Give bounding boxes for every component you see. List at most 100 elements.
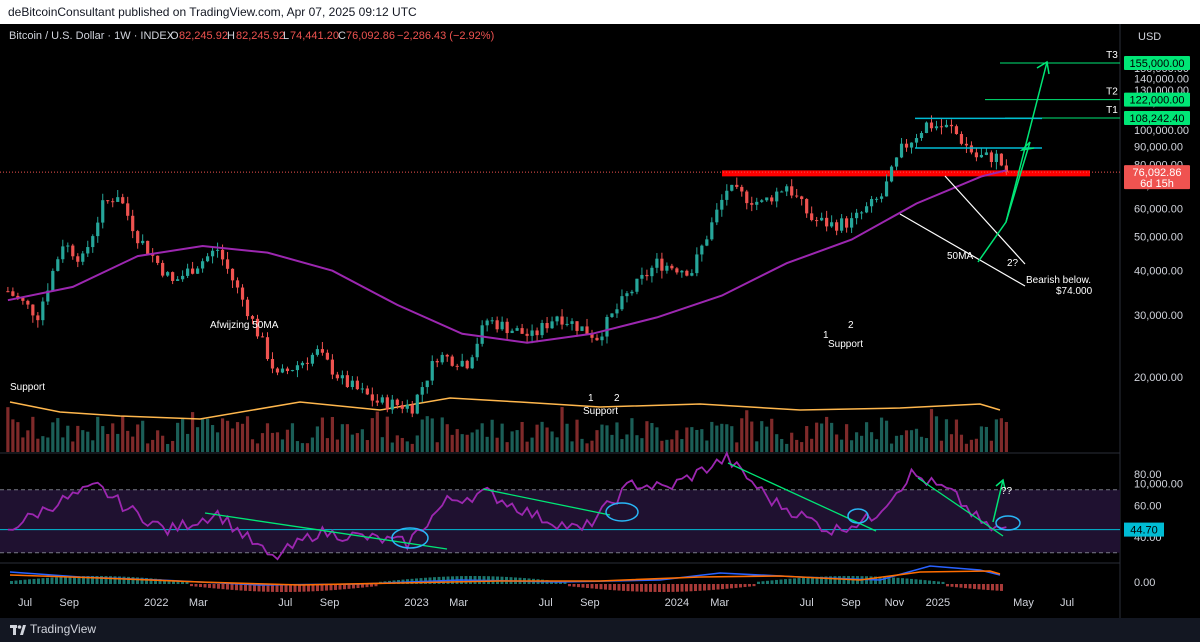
macd-layer xyxy=(9,565,1003,592)
chart-svg[interactable]: Bitcoin / U.S. Dollar · 1W · INDEX O 82,… xyxy=(0,24,1200,618)
volume-bar xyxy=(994,419,998,452)
candle-body xyxy=(191,268,195,274)
macd-histogram-bar xyxy=(320,584,324,591)
volume-bar xyxy=(859,435,864,452)
macd-histogram-bar xyxy=(253,584,256,592)
volume-bar xyxy=(894,435,899,452)
candle-body xyxy=(550,321,554,329)
rsi-circle-marker xyxy=(847,508,869,524)
volume-bar xyxy=(904,430,909,452)
volume-bar xyxy=(695,429,699,452)
volume-bar xyxy=(250,439,255,452)
time-tick-label: Mar xyxy=(449,597,468,609)
volume-bar xyxy=(485,436,489,452)
candle-body xyxy=(260,336,265,338)
candle-body xyxy=(455,365,459,367)
macd-histogram-bar xyxy=(46,577,49,584)
macd-histogram-bar xyxy=(32,578,36,584)
volume-bar xyxy=(914,428,919,452)
rsi-value-text: 44.70 xyxy=(1130,525,1158,537)
candle-body xyxy=(285,368,290,372)
macd-histogram-bar xyxy=(136,577,139,584)
macd-histogram-bar xyxy=(14,580,18,584)
tradingview-logo-icon xyxy=(10,625,26,635)
time-tick-label: 2023 xyxy=(404,597,428,609)
legend-close-label: C xyxy=(338,30,346,42)
macd-histogram-bar xyxy=(694,584,697,592)
macd-histogram-bar xyxy=(145,578,148,584)
volume-bar xyxy=(670,439,674,452)
candle-body xyxy=(300,362,305,366)
target-label-t3: T3 xyxy=(1106,50,1118,61)
price-tick-label: 100,000.00 xyxy=(1134,125,1189,137)
volume-bar xyxy=(66,425,70,452)
rsi-projection-arrowhead xyxy=(995,478,1006,490)
macd-histogram-bar xyxy=(248,584,252,592)
macd-histogram-bar xyxy=(185,581,189,584)
candle-body xyxy=(350,380,354,388)
candle-body xyxy=(899,143,904,158)
macd-histogram-bar xyxy=(302,584,306,592)
macd-histogram-bar xyxy=(563,581,567,584)
volume-bar xyxy=(765,426,769,452)
macd-histogram-bar xyxy=(271,584,274,592)
projection-path-t3 xyxy=(1005,61,1048,223)
candle-body xyxy=(949,124,954,127)
candle-body xyxy=(675,268,679,273)
macd-histogram-bar xyxy=(932,581,936,584)
legend-change: −2,286.43 (−2.92%) xyxy=(397,30,494,42)
volume-bar xyxy=(845,424,849,452)
macd-histogram-bar xyxy=(307,584,310,592)
volume-bar xyxy=(340,424,344,452)
currency-label: USD xyxy=(1138,31,1161,43)
macd-signal-line xyxy=(9,570,1001,586)
candle-body xyxy=(635,278,639,292)
volume-bar xyxy=(954,419,959,452)
volume-bar xyxy=(630,418,634,452)
macd-histogram-bar xyxy=(122,576,126,584)
candle-body xyxy=(884,181,889,197)
macd-histogram-bar xyxy=(199,584,202,588)
candle-body xyxy=(874,198,879,200)
candle-body xyxy=(855,212,859,219)
volume-bar xyxy=(116,433,120,452)
volume-bar xyxy=(215,432,220,452)
macd-histogram-bar xyxy=(919,579,922,584)
volume-bar xyxy=(76,425,80,452)
chart-area[interactable]: Bitcoin / U.S. Dollar · 1W · INDEX O 82,… xyxy=(0,24,1200,618)
candle-body xyxy=(320,349,325,353)
volume-bar xyxy=(191,412,195,452)
macd-histogram-bar xyxy=(68,576,72,584)
volume-bar xyxy=(575,419,579,452)
volume-bar xyxy=(715,425,719,452)
candle-body xyxy=(355,380,359,390)
candle-body xyxy=(86,247,90,254)
volume-bar xyxy=(535,424,539,452)
macd-histogram-bar xyxy=(712,584,715,590)
macd-histogram-bar xyxy=(806,577,810,584)
volume-bar xyxy=(745,410,749,452)
volume-bar xyxy=(440,417,444,452)
candle-body xyxy=(195,268,200,274)
chart-annotation: 1 xyxy=(823,330,829,341)
macd-histogram-bar xyxy=(968,584,972,589)
volume-bar xyxy=(385,416,389,452)
candle-body xyxy=(365,388,369,395)
macd-histogram-bar xyxy=(941,581,945,584)
macd-histogram-bar xyxy=(577,584,580,588)
chart-annotation: Bearish below. xyxy=(1026,275,1091,286)
candle-body xyxy=(810,213,814,221)
macd-histogram-bar xyxy=(325,584,328,591)
volume-bar xyxy=(969,439,974,452)
macd-histogram-bar xyxy=(703,584,706,591)
candle-body xyxy=(121,197,125,204)
candle-body xyxy=(81,253,85,262)
candle-body xyxy=(445,354,449,357)
candle-body xyxy=(61,246,65,260)
price-label-box xyxy=(1124,111,1190,126)
macd-histogram-bar xyxy=(73,576,76,584)
volume-bar xyxy=(735,442,739,452)
volume-bar xyxy=(101,426,105,452)
macd-histogram-bar xyxy=(172,580,175,584)
volume-bar xyxy=(280,439,285,452)
